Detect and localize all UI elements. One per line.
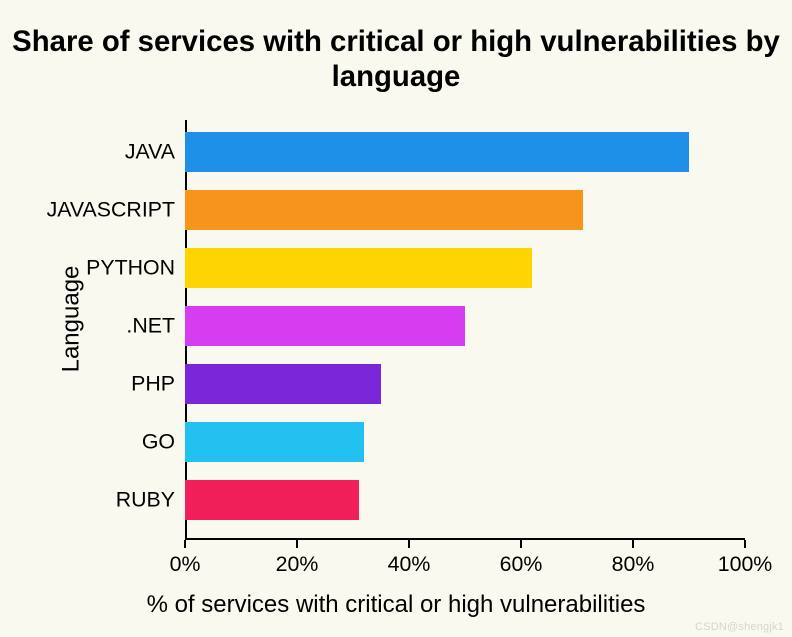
bar-javascript: JAVASCRIPT (185, 190, 583, 230)
bar-label-ruby: RUBY (116, 488, 185, 513)
x-tick-label: 20% (276, 540, 319, 577)
bar-ruby: RUBY (185, 480, 359, 520)
x-axis-title: % of services with critical or high vuln… (0, 591, 792, 619)
watermark: CSDN@shengjk1 (695, 621, 784, 633)
x-tick-label: 40% (388, 540, 431, 577)
x-axis-line (185, 538, 745, 540)
x-tick-label: 100% (718, 540, 773, 577)
chart-frame: Share of services with critical or high … (0, 0, 792, 637)
bar-label-java: JAVA (125, 140, 185, 165)
bar-php: PHP (185, 364, 381, 404)
bar-java: JAVA (185, 132, 689, 172)
y-axis-title: Language (57, 265, 85, 372)
bar-label-javascript: JAVASCRIPT (47, 198, 185, 223)
x-tick-label: 0% (170, 540, 201, 577)
bar-net: .NET (185, 306, 465, 346)
bar-label-net: .NET (126, 314, 185, 339)
bar-label-python: PYTHON (86, 256, 185, 281)
bar-python: PYTHON (185, 248, 532, 288)
x-tick-label: 80% (612, 540, 655, 577)
bar-go: GO (185, 422, 364, 462)
plot-area: JAVAJAVASCRIPTPYTHON.NETPHPGORUBY0%20%40… (185, 120, 745, 540)
bar-label-php: PHP (131, 372, 185, 397)
x-tick-label: 60% (500, 540, 543, 577)
bar-label-go: GO (142, 430, 185, 455)
y-axis-title-container: Language (18, 0, 125, 637)
